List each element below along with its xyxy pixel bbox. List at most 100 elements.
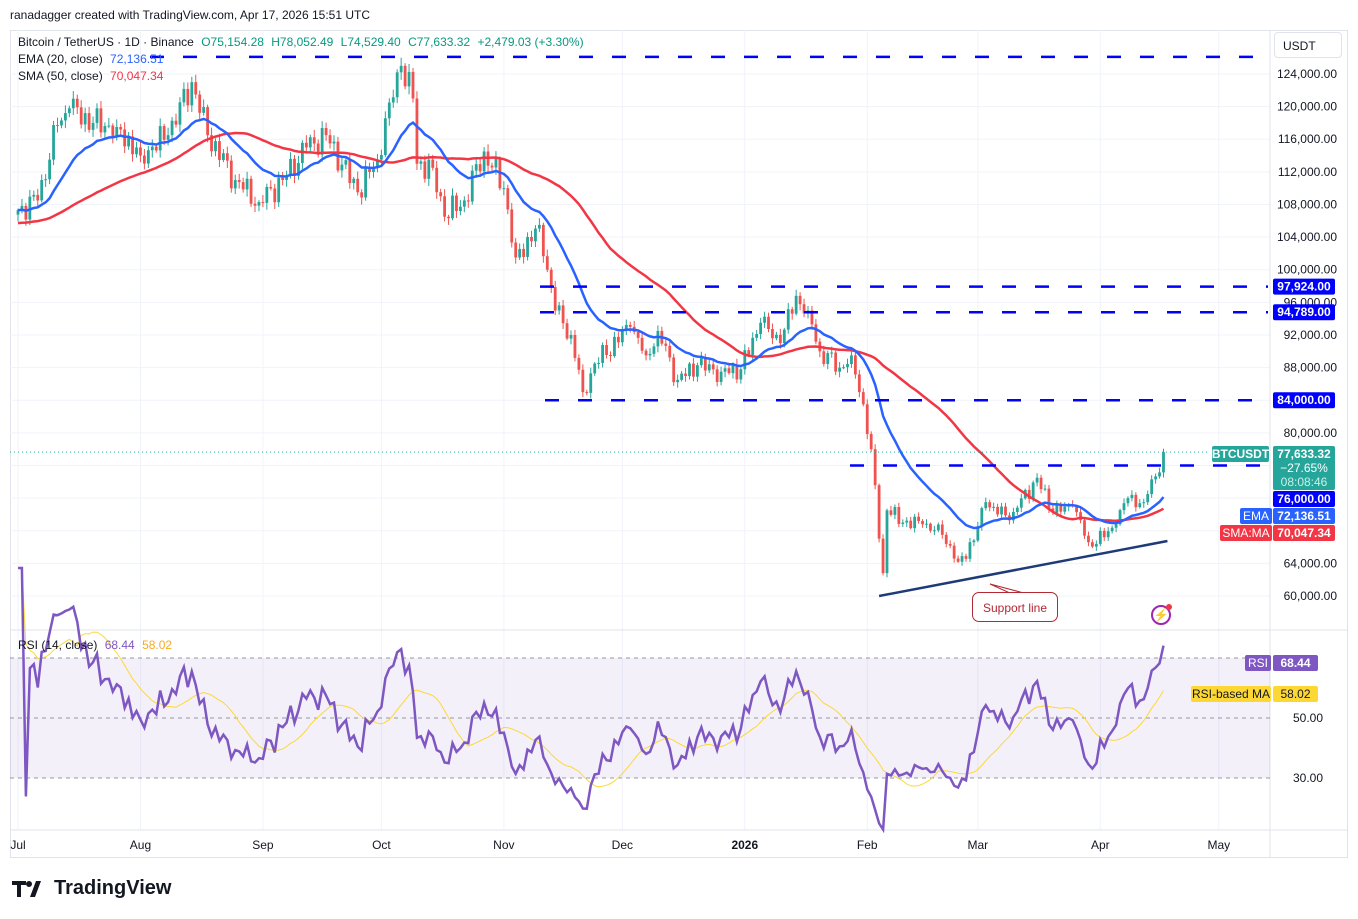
time-tick-label: Aug [130,838,151,852]
ohlc-close: C77,633.32 [408,35,471,49]
candle-body [154,146,158,151]
tradingview-logo[interactable]: TradingView [12,877,171,900]
candle-body [490,165,494,168]
candle-body [482,151,486,172]
candle-body [210,135,213,152]
ema-legend[interactable]: EMA (20, close) 72,136.51 [18,52,167,66]
ema-value: 72,136.51 [110,52,164,66]
ema-tag-badge: EMA [1240,508,1272,524]
candle-body [534,228,537,242]
candle-body [1043,488,1047,490]
level-badge-94789: 94,789.00 [1273,304,1335,321]
candle-body [786,309,790,330]
candle-body [332,141,336,144]
candle-body [328,135,332,144]
price-tick-label: 108,000.00 [1277,197,1337,211]
candle-body [692,363,695,377]
candle-body [917,516,920,522]
candle-body [628,324,632,327]
candle-body [95,108,99,123]
level-badge-97924: 97,924.00 [1273,278,1335,295]
price-tick-label: 88,000.00 [1284,361,1338,375]
candle-body [731,364,735,374]
level-badge-97924-bg [1273,278,1335,295]
candle-body [423,161,427,179]
candle-body [877,485,881,539]
candle-body [909,520,913,529]
candle-body [1075,506,1078,513]
candle-body [439,192,443,197]
candle-body [115,127,119,136]
candle-body [391,97,395,103]
sma-price-badge-bg [1273,525,1335,541]
candle-body [447,216,450,219]
time-tick-label: 2026 [731,838,758,852]
sma-legend[interactable]: SMA (50, close) 70,047.34 [18,69,167,83]
candle-body [782,329,786,344]
candle-body [60,120,63,126]
candle-body [613,336,616,357]
candle-body [565,323,569,339]
candle-body [320,128,324,155]
candle-body [506,188,510,210]
candle-body [83,113,87,125]
candle-body [67,108,71,114]
candle-body [585,392,589,394]
candle-body [561,305,565,324]
candle-body [372,167,375,173]
ema-line [17,117,1165,530]
candle-body [798,295,802,305]
candle-body [952,545,956,559]
chart-frame [10,30,1348,858]
candle-body [688,363,691,377]
candle-body [1110,527,1114,532]
candle-body [850,355,853,365]
candle-body [921,521,924,525]
candle-body [822,351,826,364]
candle-body [640,337,644,351]
candle-body [383,118,387,155]
last-price-badge: 77,633.32−27.65%08:08:46 [1273,446,1335,490]
candle-body [589,373,593,393]
candle-body [344,160,348,165]
candle-body [1079,512,1082,521]
candle-body [569,334,573,339]
candle-body [222,153,225,160]
rsi-legend[interactable]: RSI (14, close) 68.44 58.02 [18,638,176,652]
candle-body [715,369,719,382]
candle-body [380,154,383,160]
candle-body [316,143,320,155]
candle-body [605,345,608,356]
time-tick-label: Nov [493,838,514,852]
time-tick-label: Feb [857,838,878,852]
currency-selector[interactable]: USDT [1274,32,1342,58]
candle-body [178,102,182,125]
candle-body [790,309,794,314]
brand-name: TradingView [54,877,172,899]
candle-body [656,330,660,347]
candle-body [170,120,174,136]
candle-body [905,520,909,523]
candle-body [229,160,233,189]
candle-body [676,379,680,383]
candle-body [549,269,553,288]
candle-body [261,202,265,204]
candle-body [198,94,202,113]
candle-body [119,127,123,130]
candle-body [624,324,628,331]
candle-body [348,160,352,184]
candle-body [699,357,703,366]
candle-body [1087,535,1090,543]
candle-body [225,153,229,161]
lightning-icon[interactable]: ⚡ [1151,604,1172,625]
symbol-tag-badge-bg [1212,446,1269,462]
candle-body [530,236,533,242]
time-tick-label: Oct [372,838,391,852]
candle-body [40,180,44,201]
candle-body [541,224,545,257]
candle-body [980,508,984,527]
candle-body [684,373,687,377]
symbol-name[interactable]: Bitcoin / TetherUS · 1D · Binance [18,35,194,49]
candle-body [723,368,727,372]
